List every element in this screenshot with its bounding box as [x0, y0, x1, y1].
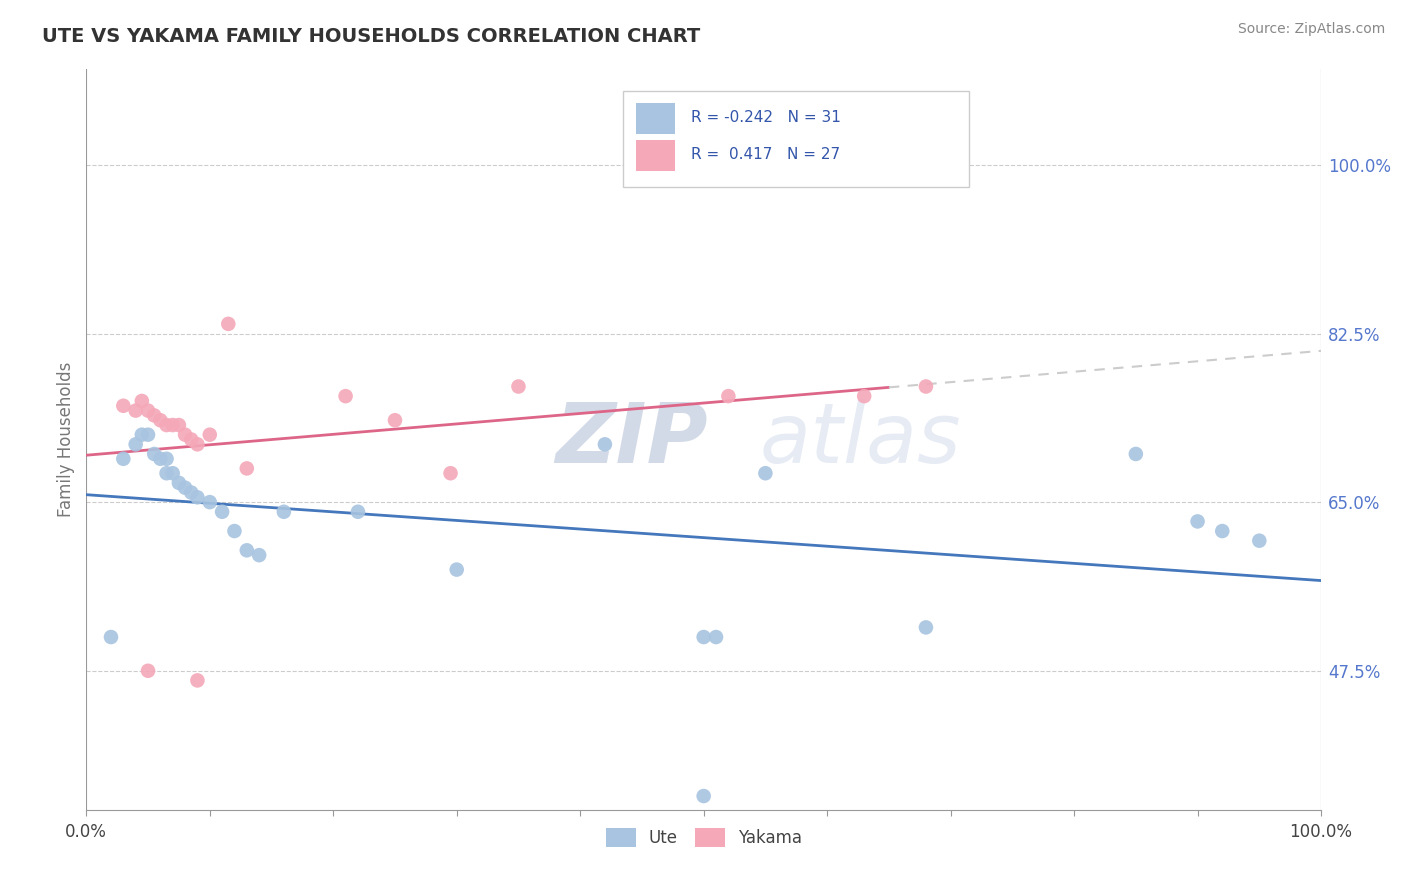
Point: [198, 495, 221, 509]
Point: [136, 427, 159, 442]
Point: [131, 394, 153, 409]
Point: [125, 437, 148, 451]
Point: [717, 389, 740, 403]
Point: [446, 563, 468, 577]
Point: [236, 543, 259, 558]
Point: [508, 379, 530, 393]
Point: [143, 447, 166, 461]
Point: [100, 630, 122, 644]
Point: [174, 427, 197, 442]
Point: [704, 630, 727, 644]
Text: R = -0.242   N = 31: R = -0.242 N = 31: [692, 110, 841, 125]
FancyBboxPatch shape: [636, 103, 675, 134]
Point: [853, 389, 876, 403]
Point: [247, 548, 270, 562]
Point: [125, 403, 148, 417]
Text: atlas: atlas: [759, 399, 960, 480]
Point: [149, 451, 172, 466]
Point: [155, 418, 177, 433]
Point: [162, 418, 184, 433]
Point: [162, 467, 184, 481]
Point: [439, 467, 461, 481]
Point: [136, 664, 159, 678]
Text: ZIP: ZIP: [555, 399, 709, 480]
Point: [692, 789, 714, 803]
Point: [754, 467, 776, 481]
Point: [186, 437, 208, 451]
Text: R =  0.417   N = 27: R = 0.417 N = 27: [692, 147, 841, 162]
Point: [1125, 447, 1147, 461]
Point: [112, 399, 135, 413]
Point: [224, 524, 246, 538]
FancyBboxPatch shape: [636, 140, 675, 171]
Point: [167, 418, 190, 433]
Point: [149, 413, 172, 427]
Y-axis label: Family Households: Family Households: [58, 362, 75, 517]
Point: [692, 630, 714, 644]
Point: [915, 379, 938, 393]
FancyBboxPatch shape: [623, 91, 969, 187]
Point: [1187, 515, 1209, 529]
Point: [915, 620, 938, 634]
Point: [136, 403, 159, 417]
Point: [347, 505, 370, 519]
Point: [1249, 533, 1271, 548]
Legend: Ute, Yakama: Ute, Yakama: [599, 822, 808, 855]
Point: [167, 475, 190, 490]
Point: [180, 433, 202, 447]
Point: [384, 413, 406, 427]
Point: [143, 409, 166, 423]
Point: [335, 389, 357, 403]
Point: [217, 317, 239, 331]
Point: [273, 505, 295, 519]
Point: [186, 491, 208, 505]
Point: [593, 437, 616, 451]
Point: [131, 427, 153, 442]
Point: [198, 427, 221, 442]
Point: [236, 461, 259, 475]
Point: [1211, 524, 1233, 538]
Text: UTE VS YAKAMA FAMILY HOUSEHOLDS CORRELATION CHART: UTE VS YAKAMA FAMILY HOUSEHOLDS CORRELAT…: [42, 27, 700, 45]
Point: [155, 467, 177, 481]
Text: Source: ZipAtlas.com: Source: ZipAtlas.com: [1237, 22, 1385, 37]
Point: [155, 451, 177, 466]
Point: [112, 451, 135, 466]
Point: [180, 485, 202, 500]
Point: [186, 673, 208, 688]
Point: [211, 505, 233, 519]
Point: [174, 481, 197, 495]
